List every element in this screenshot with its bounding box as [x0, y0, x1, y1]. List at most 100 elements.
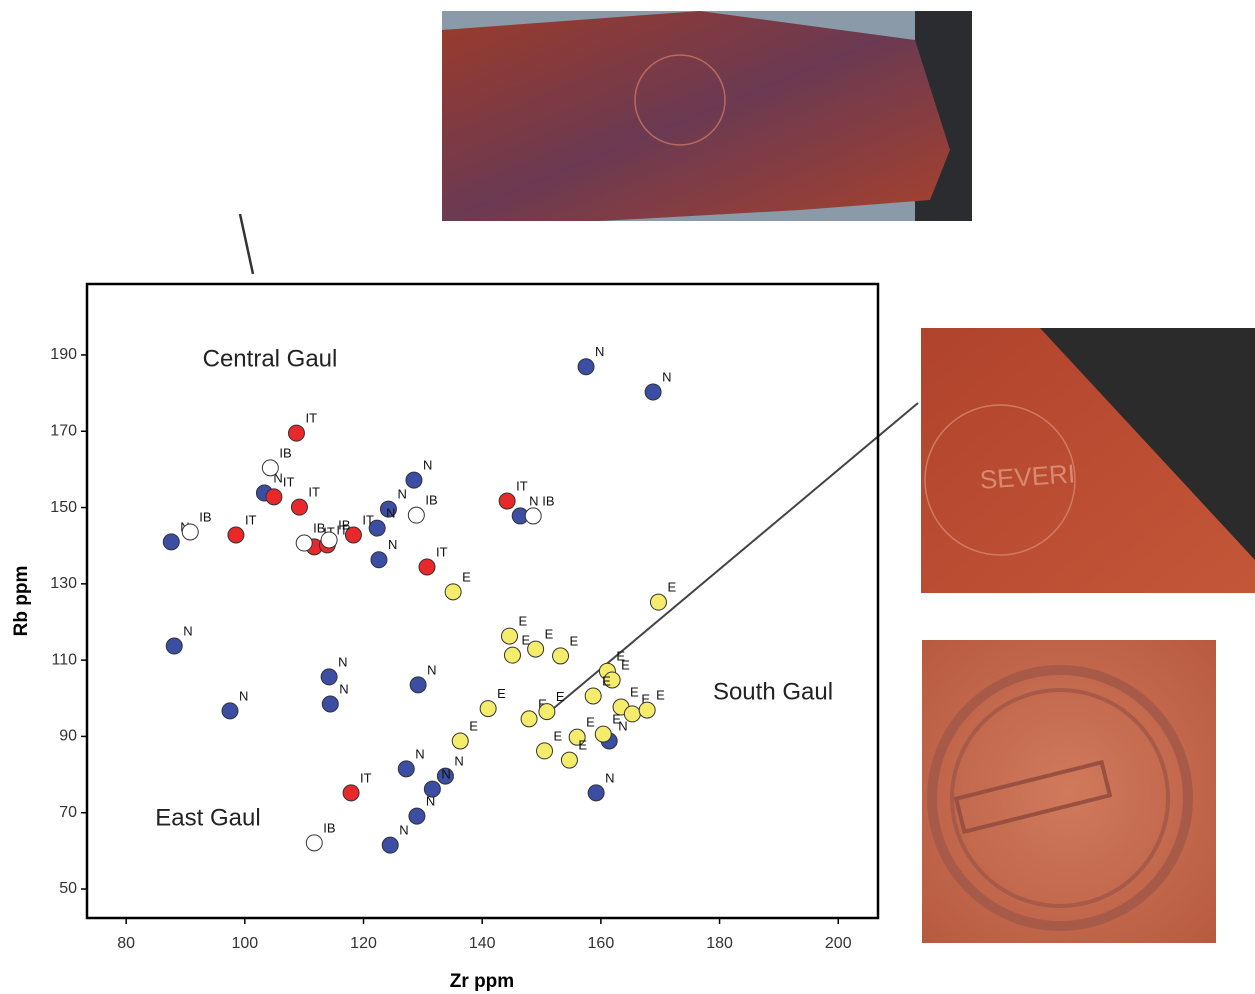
x-axis-label: Zr ppm: [450, 971, 514, 992]
point-label: N: [239, 688, 248, 703]
point-label: IT: [308, 485, 320, 500]
y-tick-label: 110: [51, 651, 77, 668]
point: [322, 696, 338, 712]
point: [371, 552, 387, 568]
point-label: E: [612, 712, 621, 727]
point-label: IB: [313, 520, 325, 535]
point: [288, 425, 304, 441]
point-label: IT: [283, 474, 295, 489]
photo-top: [442, 11, 972, 221]
point-label: IT: [245, 512, 257, 527]
point-label: N: [397, 487, 406, 502]
region-label: South Gaul: [713, 678, 833, 705]
point-label: N: [399, 823, 408, 838]
point: [528, 641, 544, 657]
point-label: N: [426, 794, 435, 809]
y-tick-label: 130: [50, 575, 77, 592]
point-label: IT: [362, 512, 374, 527]
y-tick-label: 170: [50, 422, 77, 439]
page: SEVERI Central Gaul South Gaul East Gaul…: [0, 0, 1255, 994]
point: [163, 534, 179, 550]
point-label: E: [602, 673, 611, 688]
point-label: E: [469, 718, 478, 733]
point-label: N: [441, 767, 450, 782]
leader-line: [240, 214, 253, 274]
point-label: IT: [436, 544, 448, 559]
point-label: E: [570, 633, 579, 648]
photo-right: SEVERI: [921, 328, 1255, 593]
point-label: IB: [279, 445, 291, 460]
point-label: N: [183, 623, 192, 638]
point-label: IB: [542, 493, 554, 508]
point: [499, 493, 515, 509]
point-label: N: [529, 493, 538, 508]
point-label: E: [462, 569, 471, 584]
point: [639, 702, 655, 718]
y-tick-label: 190: [50, 346, 77, 363]
y-axis-label: Rb ppm: [11, 566, 32, 637]
photo-bottom: [922, 640, 1216, 943]
chart: SEVERI Central Gaul South Gaul East Gaul…: [0, 0, 1255, 994]
point: [406, 472, 422, 488]
point: [553, 648, 569, 664]
point-label: E: [497, 686, 506, 701]
point: [501, 628, 517, 644]
point-label: E: [578, 738, 587, 753]
region-label: East Gaul: [155, 804, 260, 831]
x-tick-label: 140: [469, 935, 496, 952]
point: [398, 761, 414, 777]
point-label: E: [630, 684, 639, 699]
point-label: E: [667, 580, 676, 595]
point: [539, 704, 555, 720]
point: [321, 532, 337, 548]
point-label: N: [415, 746, 424, 761]
point: [445, 584, 461, 600]
point-label: IT: [305, 411, 317, 426]
point: [321, 669, 337, 685]
point-label: N: [388, 537, 397, 552]
point: [561, 752, 577, 768]
point: [419, 559, 435, 575]
point: [521, 711, 537, 727]
point: [645, 384, 661, 400]
x-tick-label: 200: [825, 935, 852, 952]
point-label: E: [545, 627, 554, 642]
point-label: N: [423, 458, 432, 473]
point-label: IB: [199, 509, 211, 524]
region-label: Central Gaul: [203, 345, 338, 372]
point: [408, 507, 424, 523]
point: [624, 706, 640, 722]
point-label: E: [518, 614, 527, 629]
point: [296, 535, 312, 551]
point: [382, 837, 398, 853]
point: [588, 785, 604, 801]
point: [222, 703, 238, 719]
point-label: IB: [338, 517, 350, 532]
point-label: N: [662, 369, 671, 384]
point: [409, 808, 425, 824]
point-label: IT: [360, 770, 372, 785]
x-tick-label: 100: [231, 935, 258, 952]
point: [343, 785, 359, 801]
point: [525, 508, 541, 524]
point: [228, 527, 244, 543]
point: [410, 677, 426, 693]
point-label: N: [338, 654, 347, 669]
y-tick-label: 150: [50, 499, 77, 516]
point: [262, 460, 278, 476]
point-label: N: [595, 344, 604, 359]
point: [306, 835, 322, 851]
x-tick-label: 120: [350, 935, 377, 952]
point-label: E: [586, 715, 595, 730]
point-label: E: [656, 688, 665, 703]
point: [578, 359, 594, 375]
point: [291, 499, 307, 515]
point-label: N: [605, 770, 614, 785]
y-tick-label: 90: [59, 728, 77, 745]
y-tick-label: 50: [59, 880, 77, 897]
point: [595, 726, 611, 742]
point-label: E: [556, 689, 565, 704]
y-tick-label: 70: [59, 804, 77, 821]
point: [182, 524, 198, 540]
point-label: E: [621, 657, 630, 672]
